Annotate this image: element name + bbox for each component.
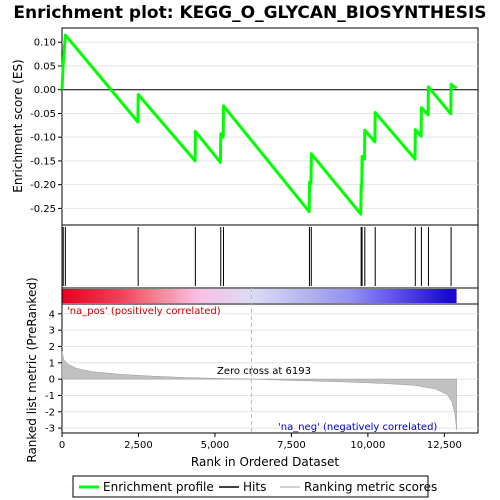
es-y-tick-label: -0.15 [30,156,56,167]
es-y-tick-label: 0.05 [34,61,56,72]
enrichment-profile-line [60,33,458,216]
legend-label-hits: Hits [243,480,266,494]
es-y-tick-label: -0.25 [30,204,56,215]
ranking-metric-area [61,351,457,430]
es-y-tick-label: -0.05 [30,109,56,120]
metric-y-axis-label: Ranked list metric (PreRanked) [25,277,39,462]
negative-correlation-label: 'na_neg' (negatively correlated) [278,422,437,433]
chart-title: Enrichment plot: KEGG_O_GLYCAN_BIOSYNTHE… [13,3,486,23]
legend-label-ranking-metric: Ranking metric scores [304,480,437,494]
metric-y-tick-label: 4 [49,309,55,320]
zero-cross-label: Zero cross at 6193 [217,366,311,377]
legend: Enrichment profile Hits Ranking metric s… [72,475,437,498]
metric-y-tick-label: 3 [49,326,55,337]
x-tick-label: 0 [59,440,65,451]
ranking-heatmap-bar [62,289,457,303]
x-tick-label: 10,000 [350,440,385,451]
legend-label-enrichment-profile: Enrichment profile [103,480,214,494]
metric-y-tick-label: -1 [45,391,55,402]
x-tick-label: 2,500 [124,440,153,451]
metric-y-tick-label: 2 [49,342,55,353]
es-y-axis-ticks: 0.10 0.05 0.00 -0.05 -0.10 -0.15 -0.20 -0.25 [30,38,62,215]
metric-y-axis-ticks: 4 3 2 1 0 -1 -2 -3 [45,309,62,435]
metric-y-tick-label: -2 [45,407,55,418]
es-y-axis-label: Enrichment score (ES) [11,59,25,192]
hits-panel-frame [61,224,479,289]
x-tick-label: 12,500 [427,440,462,451]
es-y-tick-label: -0.20 [30,180,56,191]
positive-correlation-label: 'na_pos' (positively correlated) [67,306,221,317]
es-y-tick-label: 0.00 [34,85,56,96]
hit-markers [62,227,452,286]
legend-frame [72,475,429,498]
x-axis-label: Rank in Ordered Dataset [191,455,339,469]
metric-y-tick-label: 0 [49,375,55,386]
x-tick-label: 7,500 [277,440,306,451]
x-axis-ticks: 0 2,500 5,000 7,500 10,000 12,500 [59,433,462,451]
es-y-tick-label: -0.10 [30,133,56,144]
x-tick-label: 5,000 [201,440,230,451]
metric-y-tick-label: -3 [45,424,55,435]
es-panel-frame [61,27,479,226]
metric-y-tick-label: 1 [49,358,55,369]
es-y-tick-label: 0.10 [34,38,56,49]
